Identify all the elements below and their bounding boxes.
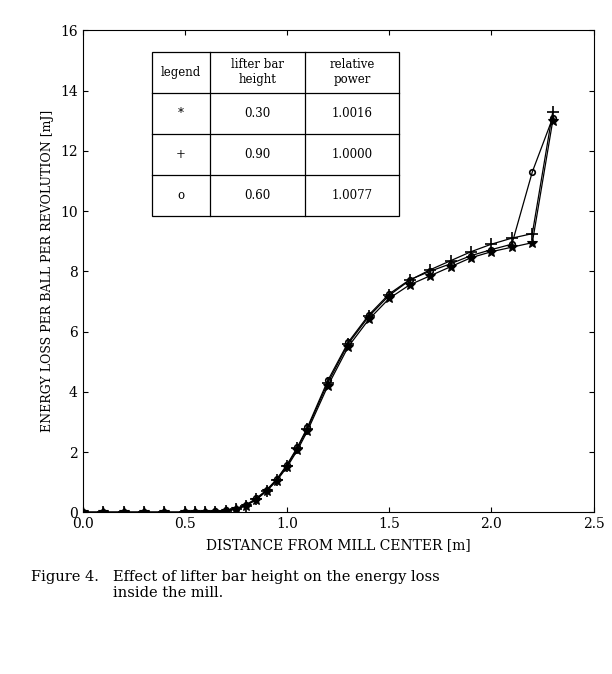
- Text: 1.0000: 1.0000: [332, 148, 373, 161]
- Text: *: *: [178, 107, 184, 120]
- Text: Effect of lifter bar height on the energy loss
inside the mill.: Effect of lifter bar height on the energ…: [113, 570, 440, 600]
- Y-axis label: ENERGY LOSS PER BALL PER REVOLUTION [mJ]: ENERGY LOSS PER BALL PER REVOLUTION [mJ]: [42, 110, 54, 433]
- Text: relative
power: relative power: [329, 59, 375, 86]
- Text: 1.0016: 1.0016: [332, 107, 373, 120]
- Text: 0.60: 0.60: [245, 189, 271, 202]
- Text: legend: legend: [161, 66, 201, 79]
- Text: 0.30: 0.30: [245, 107, 271, 120]
- Text: 0.90: 0.90: [245, 148, 271, 161]
- Text: 1.0077: 1.0077: [332, 189, 373, 202]
- Text: o: o: [177, 189, 185, 202]
- Text: +: +: [176, 148, 186, 161]
- Bar: [152, 52, 400, 216]
- Text: lifter bar
height: lifter bar height: [231, 59, 284, 86]
- X-axis label: DISTANCE FROM MILL CENTER [m]: DISTANCE FROM MILL CENTER [m]: [206, 538, 471, 552]
- Text: Figure 4.: Figure 4.: [31, 570, 99, 584]
